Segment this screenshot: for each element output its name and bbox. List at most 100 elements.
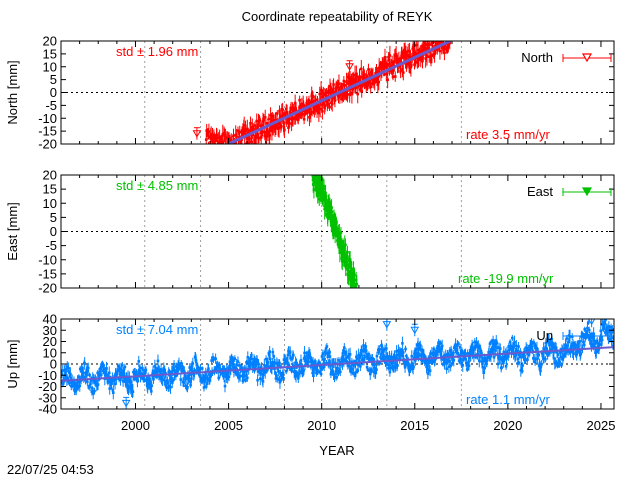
data-point: [171, 378, 175, 382]
data-point: [158, 368, 161, 372]
data-point: [426, 363, 429, 366]
data-point: [377, 80, 381, 84]
data-point: [582, 340, 585, 344]
data-point: [542, 357, 546, 360]
data-point: [326, 352, 329, 355]
data-point: [340, 244, 343, 248]
data-point: [317, 175, 320, 178]
data-point: [325, 90, 328, 93]
data-point: [325, 345, 329, 348]
y-axis-label: Up [mm]: [5, 339, 20, 388]
data-point: [274, 119, 277, 122]
data-point: [68, 381, 71, 385]
data-point: [566, 344, 569, 348]
outlier-point: [410, 326, 420, 335]
data-point: [302, 117, 306, 121]
data-point: [425, 55, 429, 58]
data-point: [326, 355, 330, 359]
data-point: [386, 78, 389, 82]
data-point: [226, 146, 229, 149]
data-point: [338, 233, 341, 236]
data-point: [233, 150, 236, 153]
data-point: [359, 67, 363, 71]
data-point: [559, 350, 562, 354]
y-tick-label: -30: [38, 390, 57, 405]
data-point: [434, 351, 437, 355]
data-point: [433, 358, 437, 362]
data-point: [401, 354, 405, 358]
data-point: [595, 351, 598, 354]
data-point: [213, 139, 217, 142]
data-point: [346, 364, 350, 368]
data-point: [402, 351, 405, 354]
data-point: [101, 369, 105, 372]
data-point: [99, 373, 103, 377]
data-point: [327, 88, 330, 92]
data-point: [427, 369, 431, 373]
data-point: [294, 374, 298, 378]
data-point: [257, 362, 260, 366]
data-point: [388, 355, 391, 358]
data-point: [389, 366, 393, 370]
data-point: [535, 346, 539, 350]
data-point: [224, 136, 227, 139]
data-point: [275, 112, 279, 115]
data-point: [96, 383, 100, 386]
data-point: [582, 343, 586, 347]
data-point: [414, 60, 418, 64]
data-point: [170, 381, 174, 384]
data-point: [343, 84, 347, 87]
data-point: [337, 359, 341, 362]
data-point: [268, 129, 272, 132]
data-point: [350, 271, 354, 275]
data-point: [349, 262, 353, 266]
data-point: [313, 366, 316, 370]
data-point: [155, 375, 159, 378]
data-point: [88, 373, 91, 377]
data-point: [212, 139, 215, 143]
data-point: [516, 362, 519, 365]
data-point: [267, 117, 271, 121]
data-point: [195, 362, 199, 366]
data-point: [544, 357, 547, 361]
data-point: [332, 83, 335, 86]
data-point: [403, 49, 407, 52]
data-point: [410, 63, 413, 67]
data-point: [500, 366, 503, 369]
data-point: [611, 344, 614, 348]
data-point: [338, 369, 341, 372]
data-point: [321, 366, 324, 370]
y-tick-label: 20: [43, 34, 57, 49]
data-point: [407, 63, 411, 66]
data-point: [193, 369, 196, 372]
data-point: [359, 365, 362, 368]
data-point: [300, 103, 304, 106]
y-tick-label: -20: [38, 281, 57, 296]
data-point: [515, 349, 519, 353]
data-point: [233, 366, 236, 370]
data-point: [202, 386, 206, 389]
data-point: [311, 170, 314, 173]
data-point: [159, 368, 163, 371]
x-tick-label: 2005: [214, 418, 243, 433]
data-point: [276, 364, 280, 367]
data-point: [545, 347, 549, 350]
data-point: [105, 367, 108, 370]
data-point: [567, 340, 570, 344]
data-point: [342, 349, 345, 352]
data-point: [392, 60, 396, 63]
data-point: [290, 357, 294, 361]
data-point: [473, 346, 476, 350]
data-point: [353, 374, 357, 378]
data-point: [207, 148, 210, 151]
data-point: [61, 369, 65, 372]
data-point: [440, 344, 444, 348]
data-point: [351, 371, 355, 375]
data-point: [345, 360, 348, 363]
data-point: [413, 349, 417, 353]
data-point: [555, 351, 559, 354]
x-tick-label: 2000: [121, 418, 150, 433]
data-point: [314, 98, 318, 102]
data-point: [325, 361, 328, 365]
data-point: [199, 367, 202, 370]
